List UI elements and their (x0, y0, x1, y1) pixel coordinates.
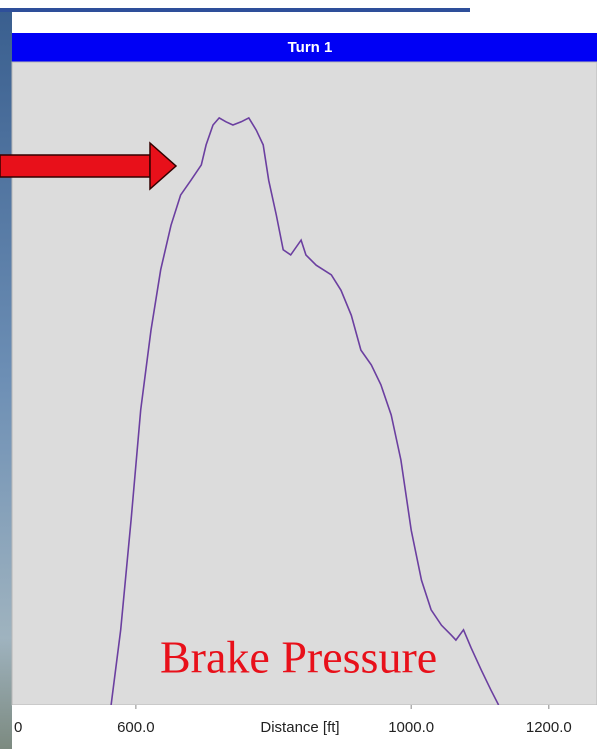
x-tick-label: 1200.0 (526, 719, 572, 736)
annotation: Brake Pressure (160, 632, 437, 683)
side-photo (0, 12, 12, 749)
x-tick-label: 600.0 (117, 719, 155, 736)
x-tick-label: 0 (14, 719, 22, 736)
chart: Turn 1 Distance [ft] Brake Pressure 0 600… (0, 0, 597, 749)
chart-title: Turn 1 (288, 39, 333, 56)
top-rule (0, 8, 470, 12)
x-tick-label: 1000.0 (388, 719, 434, 736)
x-axis-label: Distance [ft] (260, 719, 339, 736)
